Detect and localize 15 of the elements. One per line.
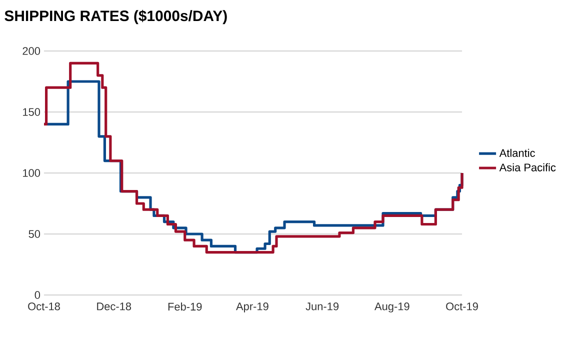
x-tick-label: Oct-18 xyxy=(28,302,60,310)
x-tick-label: Feb-19 xyxy=(168,302,202,311)
x-tick-label: Oct-19 xyxy=(446,302,478,310)
y-tick-label: 50 xyxy=(28,230,40,238)
legend-label: Asia Pacific xyxy=(499,163,556,172)
chart-title: SHIPPING RATES ($1000s/DAY) xyxy=(4,10,227,24)
x-tick-label: Jun-19 xyxy=(306,302,339,310)
y-tick-label: 200 xyxy=(22,47,40,55)
legend-label: Atlantic xyxy=(499,148,535,157)
x-tick-label: Dec-18 xyxy=(97,302,132,310)
y-tick-label: 150 xyxy=(23,108,40,116)
y-tick-label: 100 xyxy=(23,169,40,177)
x-tick-label: Apr-19 xyxy=(236,302,268,312)
x-tick-label: Aug-19 xyxy=(374,302,410,312)
y-tick-label: 0 xyxy=(34,291,40,299)
